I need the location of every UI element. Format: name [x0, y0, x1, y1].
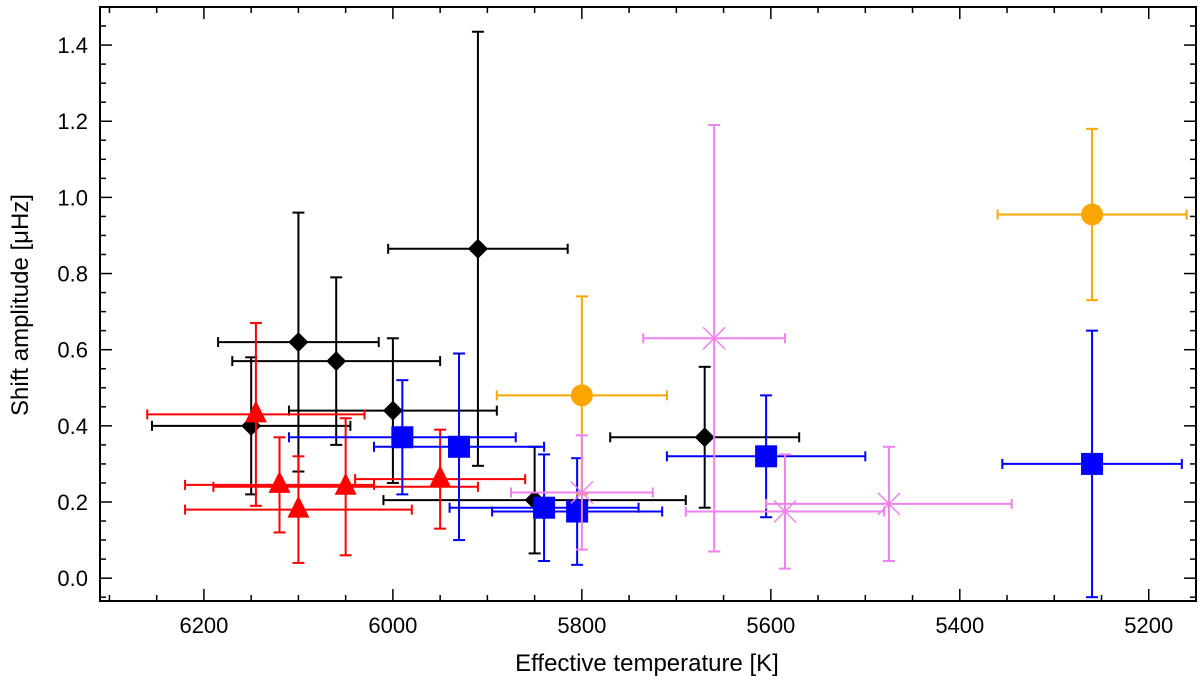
y-tick-label: 0.0: [57, 566, 88, 591]
square-marker: [1081, 452, 1104, 475]
series-violet-crosses: [510, 124, 1013, 570]
x-axis-label: Effective temperature [K]: [515, 650, 779, 677]
diamond-marker: [326, 351, 347, 372]
asterisk-marker: [877, 492, 901, 516]
square-marker: [566, 500, 589, 523]
triangle-marker: [429, 465, 452, 488]
x-tick-label: 6200: [179, 613, 228, 638]
diamond-marker: [467, 238, 488, 259]
circle-marker: [570, 384, 593, 407]
x-tick-label: 5400: [935, 613, 984, 638]
y-tick-label: 0.6: [57, 338, 88, 363]
series-blue-squares: [287, 329, 1183, 599]
series-orange-circles: [495, 127, 1188, 496]
tick-labels: 6200 6000 5800 5600 5400 5200 0.0 0.2 0.4 0.6 0.8 1…: [57, 33, 1173, 638]
x-tick-label: 5200: [1124, 613, 1173, 638]
series-black-diamonds: [150, 30, 801, 555]
series-red-triangles: [146, 322, 527, 564]
square-marker: [448, 435, 471, 458]
y-tick-label: 0.8: [57, 262, 88, 287]
asterisk-marker: [702, 326, 726, 350]
y-axis-label: Shift amplitude [μHz]: [7, 194, 34, 416]
square-marker: [533, 496, 556, 519]
y-tick-label: 1.2: [57, 109, 88, 134]
diamond-marker: [288, 332, 309, 353]
diamond-marker: [694, 427, 715, 448]
y-tick-label: 1.0: [57, 185, 88, 210]
triangle-marker: [244, 400, 267, 423]
plot-frame: [99, 6, 1197, 602]
data-series: [146, 30, 1188, 599]
asterisk-marker: [570, 480, 594, 505]
x-tick-label: 5800: [557, 613, 606, 638]
x-tick-label: 5600: [746, 613, 795, 638]
square-marker: [755, 445, 778, 468]
y-tick-label: 0.4: [57, 414, 88, 439]
diamond-marker: [382, 400, 403, 421]
y-tick-label: 1.4: [57, 33, 88, 58]
x-tick-label: 6000: [368, 613, 417, 638]
triangle-marker: [334, 472, 357, 495]
square-marker: [391, 426, 414, 449]
triangle-marker: [287, 495, 310, 518]
y-tick-label: 0.2: [57, 490, 88, 515]
circle-marker: [1081, 203, 1104, 226]
triangle-marker: [268, 470, 291, 493]
